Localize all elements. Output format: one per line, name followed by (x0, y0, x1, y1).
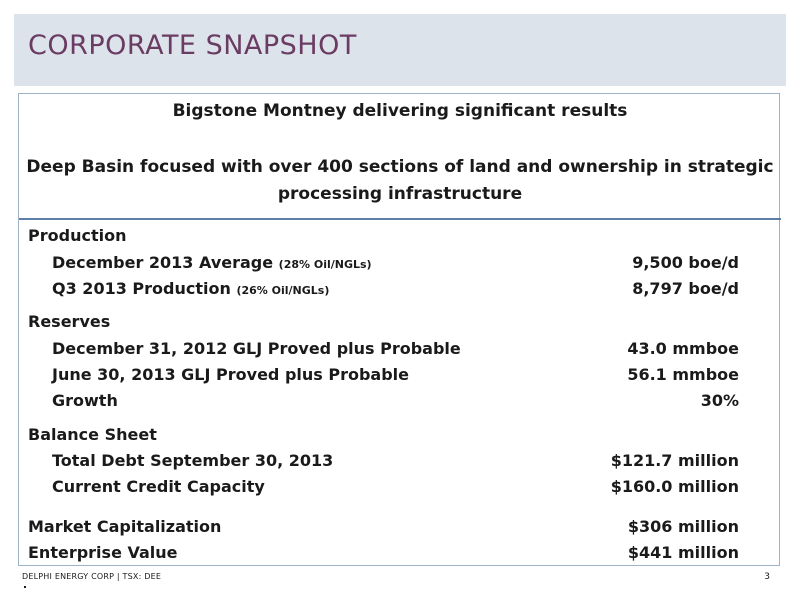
production-dec-label: December 2013 Average (52, 253, 274, 272)
balance-debt-row: Total Debt September 30, 2013 $121.7 mil… (19, 451, 781, 473)
market-cap-value: $306 million (627, 517, 739, 536)
reserves-growth-label: Growth (52, 391, 118, 410)
production-dec-label-group: December 2013 Average (28% Oil/NGLs) (52, 253, 372, 272)
production-heading: Production (28, 226, 127, 245)
reserves-jun2013-row: June 30, 2013 GLJ Proved plus Probable 5… (19, 365, 781, 387)
reserves-heading: Reserves (28, 312, 111, 331)
reserves-growth-value: 30% (700, 391, 739, 410)
balance-debt-label: Total Debt September 30, 2013 (52, 451, 334, 470)
reserves-growth-row: Growth 30% (19, 391, 781, 413)
enterprise-value-value: $441 million (627, 543, 739, 562)
production-heading-row: Production (19, 226, 781, 248)
reserves-dec2012-row: December 31, 2012 GLJ Proved plus Probab… (19, 339, 781, 361)
section-divider (19, 218, 781, 220)
enterprise-value-row: Enterprise Value $441 million (19, 543, 781, 565)
reserves-dec2012-value: 43.0 mmboe (627, 339, 739, 358)
production-q3-value: 8,797 boe/d (632, 279, 739, 298)
production-q3-label-group: Q3 2013 Production (26% Oil/NGLs) (52, 279, 329, 298)
reserves-heading-row: Reserves (19, 312, 781, 334)
production-dec-row: December 2013 Average (28% Oil/NGLs) 9,5… (19, 253, 781, 275)
footer-company: DELPHI ENERGY CORP | TSX: DEE (22, 572, 162, 581)
market-cap-label: Market Capitalization (28, 517, 222, 536)
content-box: Bigstone Montney delivering significant … (18, 93, 781, 566)
balance-credit-value: $160.0 million (610, 477, 739, 496)
slide-title: CORPORATE SNAPSHOT (28, 30, 357, 61)
enterprise-value-label: Enterprise Value (28, 543, 178, 562)
headline-primary: Bigstone Montney delivering significant … (172, 101, 628, 121)
balance-credit-row: Current Credit Capacity $160.0 million (19, 477, 781, 499)
production-q3-label: Q3 2013 Production (52, 279, 231, 298)
page-number: 3 (764, 572, 770, 582)
headline-secondary: Deep Basin focused with over 400 section… (26, 157, 774, 204)
production-q3-row: Q3 2013 Production (26% Oil/NGLs) 8,797 … (19, 279, 781, 301)
reserves-jun2013-label: June 30, 2013 GLJ Proved plus Probable (52, 365, 410, 384)
balance-credit-label: Current Credit Capacity (52, 477, 265, 496)
reserves-jun2013-value: 56.1 mmboe (627, 365, 739, 384)
production-dec-value: 9,500 boe/d (632, 253, 739, 272)
balance-debt-value: $121.7 million (610, 451, 739, 470)
production-q3-note: (26% Oil/NGLs) (236, 284, 330, 297)
footer-bullet (24, 586, 26, 588)
balance-heading: Balance Sheet (28, 425, 157, 444)
market-cap-row: Market Capitalization $306 million (19, 517, 781, 539)
title-bar: CORPORATE SNAPSHOT (14, 14, 786, 86)
balance-heading-row: Balance Sheet (19, 425, 781, 447)
reserves-dec2012-label: December 31, 2012 GLJ Proved plus Probab… (52, 339, 461, 358)
production-dec-note: (28% Oil/NGLs) (278, 258, 372, 271)
